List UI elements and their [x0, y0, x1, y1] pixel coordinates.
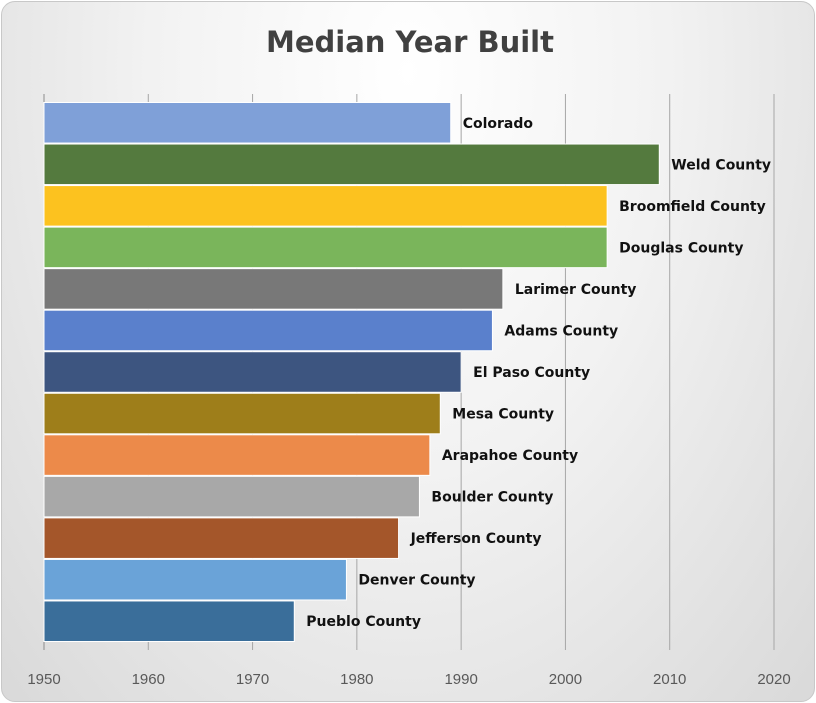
- bar-label: Douglas County: [619, 240, 743, 256]
- bar: [43, 268, 504, 310]
- bar: [43, 351, 462, 393]
- bar: [43, 143, 660, 186]
- bar: [43, 475, 420, 518]
- bar-label: Mesa County: [452, 407, 554, 423]
- x-tick-label: 1990: [444, 671, 477, 688]
- bar: [43, 600, 295, 643]
- bar-label: Larimer County: [515, 282, 637, 298]
- chart-title: Median Year Built: [266, 25, 554, 59]
- bar-label: El Paso County: [473, 365, 590, 381]
- bar-label: Boulder County: [431, 490, 553, 506]
- bar-label: Pueblo County: [306, 614, 421, 630]
- bar-label: Colorado: [463, 116, 534, 132]
- bar: [43, 309, 493, 352]
- x-tick-label: 2010: [653, 671, 686, 688]
- x-tick-label: 1960: [132, 671, 165, 688]
- x-tick-label: 1950: [27, 671, 60, 688]
- bar: [43, 434, 431, 476]
- bar: [43, 102, 452, 144]
- bar-label: Arapahoe County: [442, 448, 578, 464]
- x-tick-label: 2020: [757, 671, 790, 688]
- x-tick-label: 1980: [340, 671, 373, 688]
- x-tick-label: 1970: [236, 671, 269, 688]
- bar-label: Denver County: [358, 573, 475, 589]
- bar-label: Jefferson County: [410, 531, 542, 547]
- bar: [43, 392, 441, 435]
- bar: [43, 185, 608, 227]
- bar: [43, 517, 400, 559]
- bar: [43, 558, 347, 601]
- x-tick-label: 2000: [549, 671, 582, 688]
- bar: [43, 226, 608, 269]
- bar-label: Weld County: [671, 157, 771, 173]
- bar-label: Broomfield County: [619, 199, 766, 215]
- bar-label: Adams County: [504, 323, 618, 339]
